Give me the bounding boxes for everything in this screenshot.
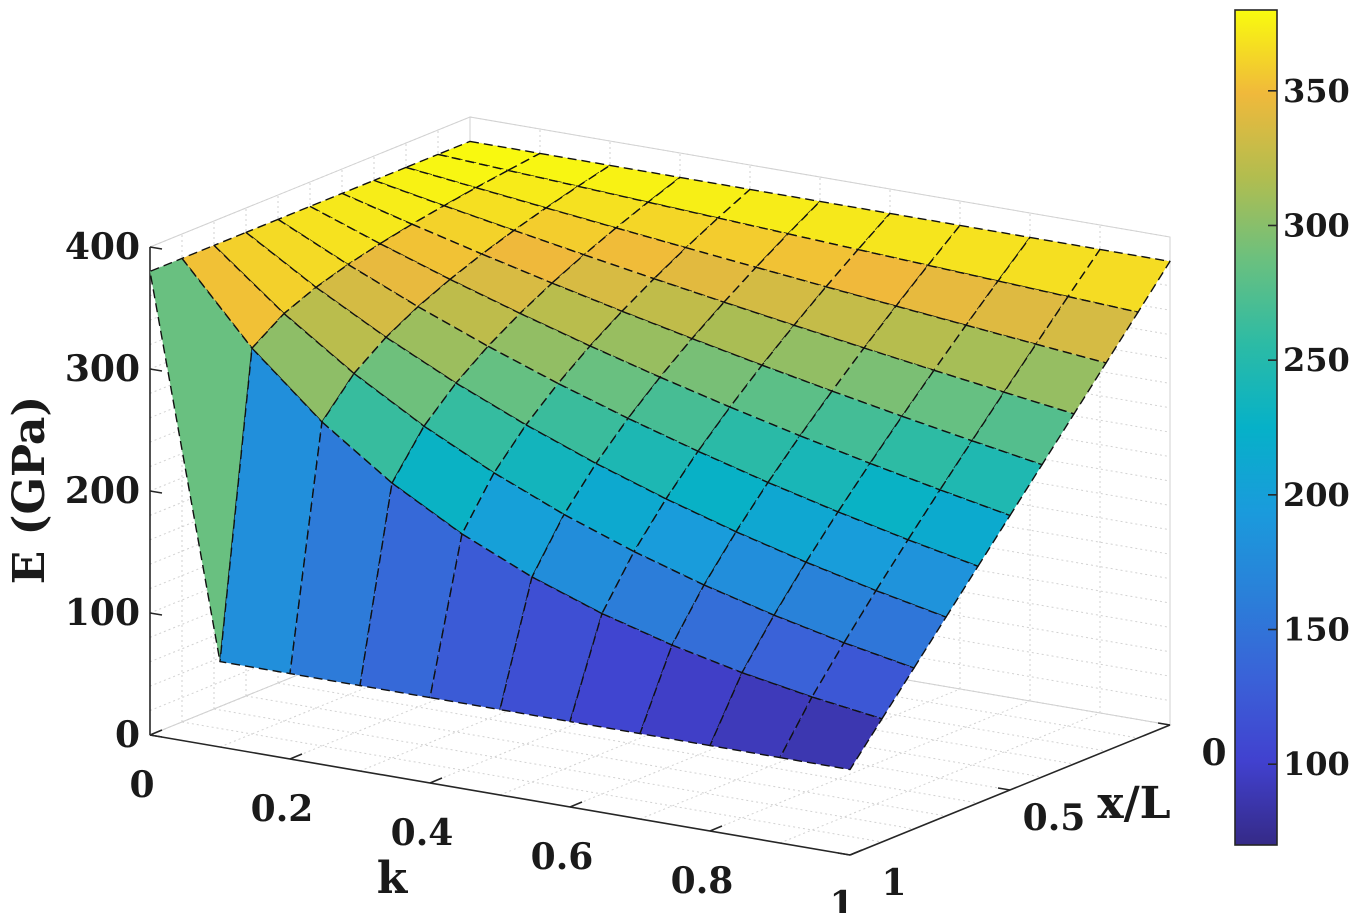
surface-patch [857,212,961,266]
surface-patch [805,511,909,592]
surface-patch [353,336,457,427]
surface-patch [475,169,579,209]
k-tick-mark [289,753,303,760]
surface-patch [779,696,883,771]
surface-patch [665,450,769,533]
z-tick-mark [149,612,163,616]
surface-patch [499,576,603,723]
k-tick-mark [149,729,163,736]
surface-mesh [149,140,1171,771]
surface-patch [245,218,349,288]
xl-tick-mark [997,787,1011,791]
x-axis-label: k [377,853,409,904]
surface-patch [437,140,541,172]
colorbar-tick-label: 200 [1283,476,1350,514]
surface-patch [405,153,509,189]
xl-tick-label: 0.5 [1023,797,1086,839]
colorbar-tick-label: 350 [1283,72,1350,110]
colorbar-ticks: 100 150 200 250 300 350 [1268,72,1350,783]
grid-line [469,116,1171,238]
colorbar-tick-label: 250 [1283,341,1350,379]
grid-line [277,682,979,804]
z-tick-label: 100 [65,592,140,634]
surface-patch [417,278,521,347]
k-tick-mark [849,849,863,856]
surface-patch [507,152,611,188]
surface-patch [519,282,623,347]
k-tick-label: 0.4 [391,812,454,854]
surface-patch [423,382,527,474]
xl-tick-mark [837,852,851,856]
y-axis-label: x/L [1097,778,1170,829]
z-tick-mark [149,246,163,250]
surface-patch [773,561,877,644]
surface-patch [321,372,425,484]
xl-tick-label: 0 [1201,732,1226,774]
k-tick-label: 0 [129,764,154,806]
surface-patch [825,248,929,307]
surface-patch [741,614,845,698]
grid-line [245,695,947,817]
k-tick-mark [429,777,443,784]
surface-patch [577,164,681,203]
surface-patch [691,301,795,366]
xl-tick-mark [1157,722,1171,726]
surface-patch [443,186,547,232]
z-tick-label: 0 [115,714,140,756]
surface-patch [589,310,693,378]
surface-patch [703,531,807,616]
surface-patch [341,179,445,225]
surface-patch [927,224,1031,282]
z-tick-mark [149,734,163,738]
tick-marks [149,246,1171,856]
z-tick-label: 300 [65,348,140,390]
surface-patch [373,166,477,207]
colorbar-tick-label: 150 [1283,611,1350,649]
z-tick-label: 200 [65,470,140,512]
z-tick-mark [149,368,163,372]
xl-tick-label: 1 [881,862,906,904]
surface-patch [251,312,355,423]
surface-patch [391,425,495,535]
k-tick-mark [569,801,583,808]
z-tick-mark [149,490,163,494]
k-tick-label: 0.8 [671,860,734,902]
surface-patch [723,266,827,326]
k-tick-label: 1 [829,884,854,913]
colorbar-tick-label: 300 [1283,206,1350,244]
grid-line [213,708,915,830]
colorbar-gradient [1234,9,1278,846]
colorbar: 100 150 200 250 300 350 [1234,9,1350,846]
surface-patch [793,286,897,349]
colorbar-tick-label: 100 [1283,745,1350,783]
surface-patch [461,472,565,578]
k-tick-label: 0.2 [251,788,314,830]
surface-patch [621,278,725,340]
z-tick-label: 400 [65,226,140,268]
k-tick-label: 0.6 [531,836,594,878]
surface-patch [735,481,839,563]
z-axis-label: E (GPa) [4,396,55,584]
k-tick-mark [709,825,723,832]
grid-line [181,721,883,843]
axis-line [149,734,851,856]
tick-labels: 0 100 200 300 400 0 0.2 0.4 0.6 0.8 1 0 0.5 1 [65,226,1227,913]
